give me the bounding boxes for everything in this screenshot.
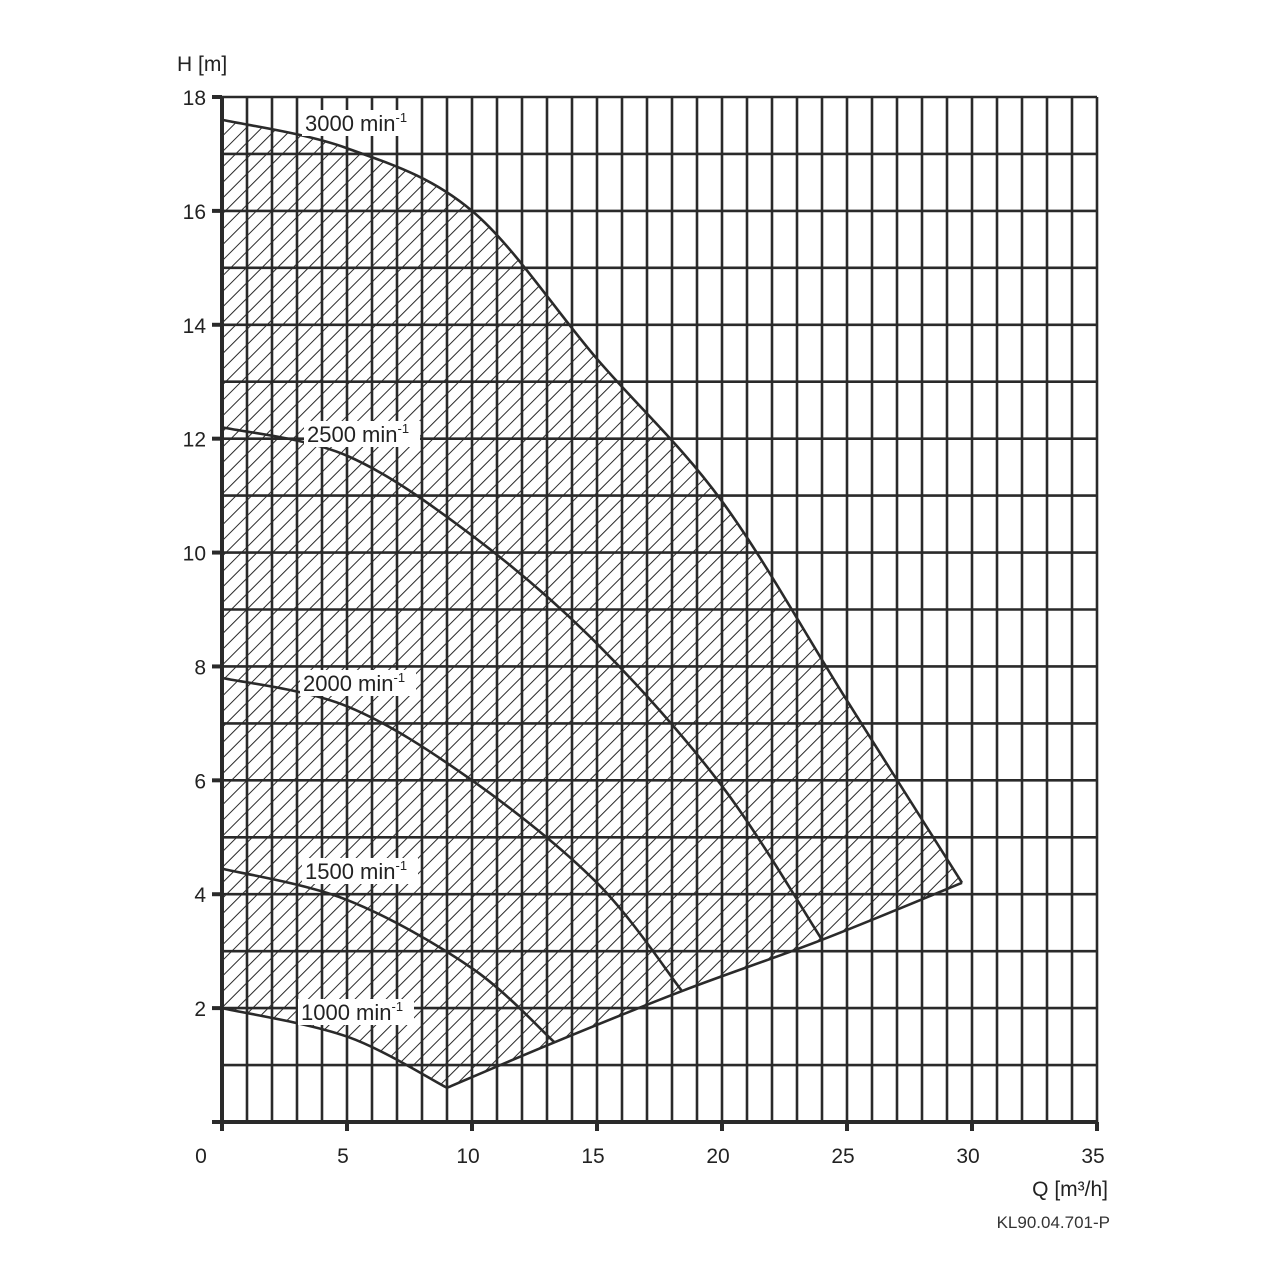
curve-label: 2500 min-1 xyxy=(307,421,409,447)
hatch-fill xyxy=(222,119,962,1088)
curve-label: 1500 min-1 xyxy=(305,858,407,884)
curve-label-background xyxy=(304,421,420,447)
x-tick-label: 20 xyxy=(706,1145,729,1168)
curve-label-exponent: -1 xyxy=(398,421,410,436)
x-axis-label: Q [m³/h] xyxy=(1032,1178,1108,1201)
y-tick-label: 6 xyxy=(194,770,206,793)
y-tick-label: 10 xyxy=(183,543,206,566)
x-tick-label: 5 xyxy=(337,1145,349,1168)
x-tick-label: 35 xyxy=(1081,1145,1104,1168)
x-tick-label: 0 xyxy=(195,1145,207,1168)
x-tick-label: 30 xyxy=(956,1145,979,1168)
speed-curve xyxy=(221,118,964,884)
curve-label-background xyxy=(302,110,418,136)
curve-label: 2000 min-1 xyxy=(303,670,405,696)
curve-label-exponent: -1 xyxy=(396,110,408,125)
curve-label-background xyxy=(302,858,418,884)
y-axis-label: H [m] xyxy=(177,53,227,76)
speed-curve xyxy=(221,426,824,941)
curve-label-background xyxy=(298,999,414,1025)
curve-labels: 3000 min-1 2500 min-1 2000 min-1 1500 min-1… xyxy=(298,110,420,1025)
grid xyxy=(212,95,1099,1124)
curve-label: 3000 min-1 xyxy=(305,110,407,136)
y-tick-label: 12 xyxy=(183,429,206,452)
hatched-operating-region xyxy=(222,119,962,1088)
axis-ticks: 0 5 10 15 20 25 30 35 2 4 6 8 10 12 14 16 18 xyxy=(183,87,1105,1168)
curve-label-exponent: -1 xyxy=(392,999,404,1014)
curve-label-exponent: -1 xyxy=(396,858,408,873)
operating-limit-line xyxy=(446,881,963,1090)
speed-curve xyxy=(221,867,556,1044)
curve-label-exponent: -1 xyxy=(394,670,406,685)
reference-code: KL90.04.701-P xyxy=(997,1213,1110,1232)
y-tick-label: 18 xyxy=(183,87,206,110)
y-tick-label: 4 xyxy=(194,884,206,907)
y-tick-label: 2 xyxy=(194,998,206,1021)
y-tick-label: 8 xyxy=(194,656,206,679)
curve-label-background xyxy=(300,670,416,696)
curve-label: 1000 min-1 xyxy=(301,999,403,1025)
y-tick-label: 16 xyxy=(183,201,206,224)
y-tick-label: 14 xyxy=(183,315,207,338)
x-tick-label: 10 xyxy=(456,1145,479,1168)
x-tick-label: 25 xyxy=(831,1145,854,1168)
speed-curve xyxy=(221,1006,448,1089)
x-tick-label: 15 xyxy=(581,1145,604,1168)
